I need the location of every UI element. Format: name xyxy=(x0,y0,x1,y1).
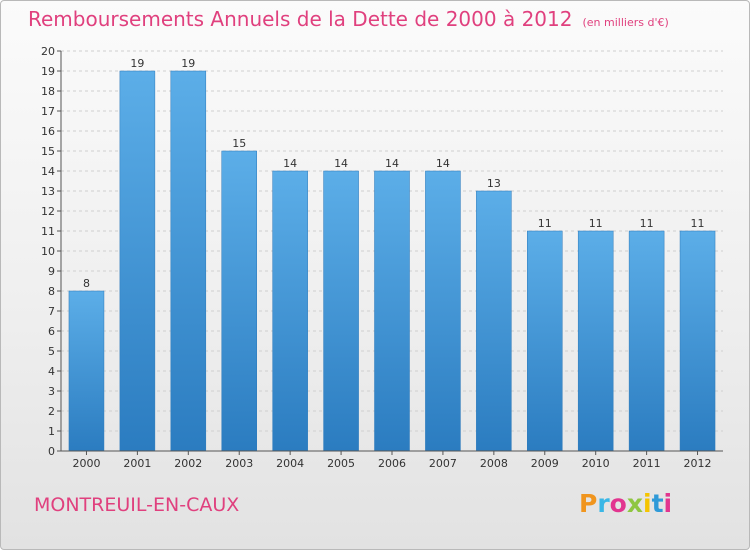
y-tick-label: 3 xyxy=(48,385,55,398)
bar-2004 xyxy=(272,170,308,452)
data-label-2010: 11 xyxy=(589,217,603,230)
bar-2006 xyxy=(374,170,410,452)
data-labels: 8 19 19 15 14 14 14 14 13 11 11 11 11 xyxy=(83,57,705,290)
commune-name: MONTREUIL-EN-CAUX xyxy=(34,494,240,516)
y-tick-label: 11 xyxy=(41,225,55,238)
logo-letter: o xyxy=(609,489,627,518)
x-tick-label-2008: 2008 xyxy=(480,457,508,470)
y-tick-label: 4 xyxy=(48,365,55,378)
y-tick-label: 13 xyxy=(41,185,55,198)
logo-letter: i xyxy=(643,489,652,518)
x-tick-label-2007: 2007 xyxy=(429,457,457,470)
y-tick-label: 6 xyxy=(48,325,55,338)
y-tick-label: 15 xyxy=(41,145,55,158)
bar-2007 xyxy=(425,170,461,452)
y-tick-label: 18 xyxy=(41,85,55,98)
proxiti-logo: Proxiti xyxy=(579,489,672,518)
x-tick-label-2003: 2003 xyxy=(225,457,253,470)
logo-letter: i xyxy=(663,489,673,518)
y-tick-label: 10 xyxy=(41,245,55,258)
bar-2005 xyxy=(323,170,359,452)
y-tick-label: 1 xyxy=(48,425,55,438)
x-tick-label-2002: 2002 xyxy=(174,457,202,470)
data-label-2005: 14 xyxy=(334,157,348,170)
y-tick-label: 14 xyxy=(41,165,55,178)
bar-2010 xyxy=(577,230,614,452)
data-label-2009: 11 xyxy=(538,217,552,230)
x-tick-label-2012: 2012 xyxy=(684,457,712,470)
data-label-2000: 8 xyxy=(83,277,90,290)
bar-2000 xyxy=(68,290,105,452)
y-tick-label: 9 xyxy=(48,265,55,278)
logo-letter: r xyxy=(597,489,610,518)
data-label-2001: 19 xyxy=(130,57,144,70)
y-tick-label: 19 xyxy=(41,65,55,78)
logo-letter: P xyxy=(579,489,598,518)
y-tick-label: 2 xyxy=(48,405,55,418)
x-tick-label-2000: 2000 xyxy=(72,457,100,470)
x-tick-label-2010: 2010 xyxy=(582,457,610,470)
data-label-2012: 11 xyxy=(691,217,705,230)
x-tick-label-2006: 2006 xyxy=(378,457,406,470)
data-label-2006: 14 xyxy=(385,157,399,170)
bar-2011 xyxy=(628,230,665,452)
bar-2002 xyxy=(170,70,207,452)
y-tick-label: 5 xyxy=(48,345,55,358)
x-tick-label-2004: 2004 xyxy=(276,457,304,470)
bars xyxy=(68,70,716,452)
y-tick-label: 8 xyxy=(48,285,55,298)
chart-title-unit: (en milliers d'€) xyxy=(582,16,669,29)
data-label-2007: 14 xyxy=(436,157,450,170)
bar-2009 xyxy=(527,230,563,452)
data-label-2011: 11 xyxy=(640,217,654,230)
x-tick-label-2009: 2009 xyxy=(531,457,559,470)
chart-title-main: Remboursements Annuels de la Dette de 20… xyxy=(28,7,573,31)
y-tick-label: 0 xyxy=(48,445,55,458)
data-label-2003: 15 xyxy=(232,137,246,150)
data-label-2008: 13 xyxy=(487,177,501,190)
x-tick-label-2001: 2001 xyxy=(123,457,151,470)
chart-title: Remboursements Annuels de la Dette de 20… xyxy=(28,7,669,31)
bar-2012 xyxy=(679,230,716,452)
data-label-2004: 14 xyxy=(283,157,297,170)
y-tick-label: 7 xyxy=(48,305,55,318)
y-tick-label: 20 xyxy=(41,45,55,58)
x-tick-label-2011: 2011 xyxy=(633,457,661,470)
bar-2008 xyxy=(476,190,512,452)
y-tick-label: 16 xyxy=(41,125,55,138)
logo-letter: x xyxy=(626,489,643,518)
bar-2001 xyxy=(119,70,156,452)
logo-letter: t xyxy=(651,489,664,518)
y-tick-label: 12 xyxy=(41,205,55,218)
x-tick-label-2005: 2005 xyxy=(327,457,355,470)
data-label-2002: 19 xyxy=(181,57,195,70)
y-tick-label: 17 xyxy=(41,105,55,118)
bar-2003 xyxy=(221,150,257,452)
